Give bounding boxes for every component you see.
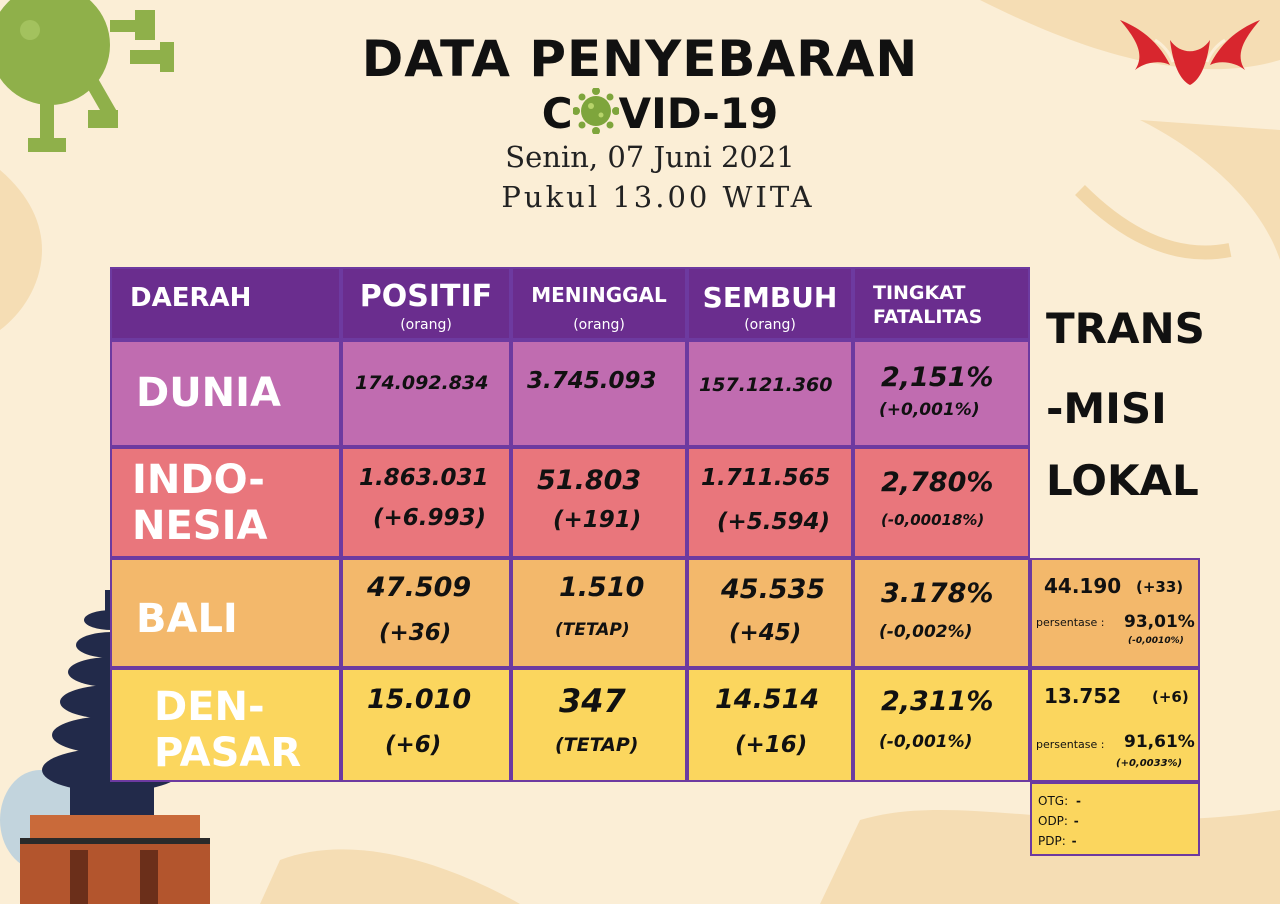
row-dunia-sembuh: 157.121.360 (687, 340, 853, 447)
row-bali-sembuh: 45.535 (+45) (687, 558, 853, 668)
title-vid: VID-19 (618, 89, 779, 138)
row-indonesia-daerah: INDO- NESIA (110, 447, 341, 558)
header-sembuh: SEMBUH (orang) (687, 267, 853, 340)
row-denpasar-meninggal: 347 (TETAP) (511, 668, 687, 782)
header-positif: POSITIF (orang) (341, 267, 511, 340)
pdp-value: - (1071, 834, 1077, 848)
transmisi-denpasar-box: 13.752 (+6) persentase : 91,61% (+0,0033… (1030, 668, 1200, 782)
virus-icon (0, 0, 174, 152)
otg-value: - (1075, 794, 1081, 808)
page-title: DATA PENYEBARAN (361, 30, 919, 88)
row-indonesia-positif: 1.863.031 (+6.993) (341, 447, 511, 558)
row-bali-daerah: BALI (110, 558, 341, 668)
transmisi-line-3: LOKAL (1046, 456, 1199, 505)
row-denpasar-daerah: DEN- PASAR (110, 668, 341, 782)
otg-label: OTG: (1038, 794, 1069, 808)
row-denpasar-positif: 15.010 (+6) (341, 668, 511, 782)
row-bali-positif: 47.509 (+36) (341, 558, 511, 668)
status-box: OTG: - ODP: - PDP: - (1030, 782, 1200, 856)
odp-label: ODP: (1038, 814, 1068, 828)
header-meninggal: MENINGGAL (orang) (511, 267, 687, 340)
row-dunia-fatalitas: 2,151% (+0,001%) (853, 340, 1030, 447)
row-indonesia-sembuh: 1.711.565 (+5.594) (687, 447, 853, 558)
transmisi-line-1: TRANS (1046, 304, 1205, 353)
row-bali-meninggal: 1.510 (TETAP) (511, 558, 687, 668)
row-indonesia-fatalitas: 2,780% (-0,00018%) (853, 447, 1030, 558)
row-denpasar-fatalitas: 2,311% (-0,001%) (853, 668, 1030, 782)
virus-icon (571, 87, 620, 135)
row-dunia-positif: 174.092.834 (341, 340, 511, 447)
bird-logo-icon (1120, 20, 1260, 85)
row-dunia-daerah: DUNIA (110, 340, 341, 447)
header-fatalitas: TINGKAT FATALITAS (853, 267, 1030, 340)
row-bali-fatalitas: 3.178% (-0,002%) (853, 558, 1030, 668)
odp-value: - (1073, 814, 1079, 828)
transmisi-line-2: -MISI (1046, 384, 1167, 433)
title-c: C (541, 89, 573, 138)
page-subtitle: C VID-19 (20, 87, 1280, 138)
report-time: Pukul 13.00 WITA (501, 180, 815, 214)
row-indonesia-meninggal: 51.803 (+191) (511, 447, 687, 558)
pdp-label: PDP: (1038, 834, 1066, 848)
header-daerah: DAERAH (110, 267, 341, 340)
row-denpasar-sembuh: 14.514 (+16) (687, 668, 853, 782)
transmisi-bali-box: 44.190 (+33) persentase : 93,01% (-0,001… (1030, 558, 1200, 668)
row-dunia-meninggal: 3.745.093 (511, 340, 687, 447)
report-date: Senin, 07 Juni 2021 (505, 140, 795, 174)
